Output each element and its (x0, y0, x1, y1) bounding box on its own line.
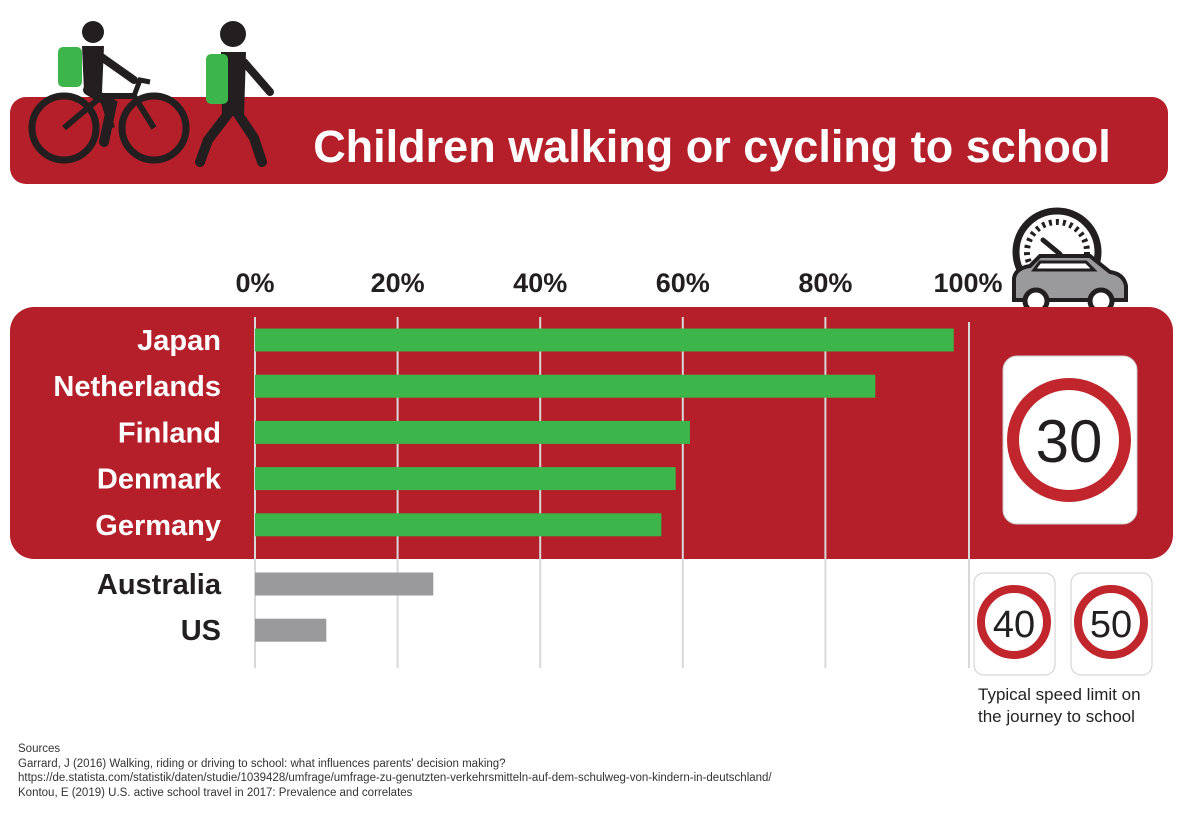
car-icon (1012, 254, 1128, 315)
bar (255, 328, 954, 352)
label-layer: Japan Netherlands Finland Denmark Germany Aus… (53, 325, 221, 647)
chart-title: Children walking or cycling to school (313, 121, 1111, 172)
category-label: US (181, 615, 221, 647)
speed-sign-50-value: 50 (1090, 604, 1132, 646)
speed-caption-line1: Typical speed limit on (978, 685, 1141, 704)
speed-caption-line2: the journey to school (978, 707, 1135, 726)
bar (255, 513, 662, 537)
category-label: Germany (95, 510, 221, 542)
category-label: Denmark (97, 464, 222, 496)
cyclist-icon (28, 21, 190, 164)
sources-block: Sources Garrard, J (2016) Walking, ridin… (18, 742, 772, 800)
category-label: Finland (118, 417, 221, 449)
source-line: Kontou, E (2019) U.S. active school trav… (18, 786, 413, 799)
speed-sign-40: 40 (973, 572, 1056, 676)
tick-layer: 0% 20% 40% 60% 80% 100% (235, 268, 1002, 298)
speed-sign-30-value: 30 (1036, 408, 1103, 475)
category-label: Australia (97, 569, 222, 601)
x-tick-label: 20% (371, 268, 425, 298)
title-banner (10, 97, 1168, 184)
category-label: Netherlands (53, 371, 221, 403)
category-label: Japan (137, 325, 221, 357)
bar (255, 420, 690, 444)
x-tick-label: 40% (513, 268, 567, 298)
x-tick-label: 100% (933, 268, 1002, 298)
speed-sign-30: 30 (1002, 355, 1138, 525)
bar-layer (255, 328, 954, 642)
sources-heading: Sources (18, 743, 61, 755)
speed-limit-caption: Typical speed limit on the journey to sc… (978, 684, 1178, 728)
source-line: https://de.statista.com/statistik/daten/… (18, 772, 772, 784)
x-tick-label: 80% (798, 268, 852, 298)
bar (255, 467, 676, 491)
bar (255, 374, 876, 398)
bar (255, 618, 327, 642)
bar (255, 572, 434, 596)
x-tick-label: 0% (235, 268, 274, 298)
walker-icon (195, 21, 274, 167)
x-tick-label: 60% (656, 268, 710, 298)
speed-sign-40-value: 40 (993, 604, 1035, 646)
source-line: Garrard, J (2016) Walking, riding or dri… (18, 757, 506, 770)
speed-sign-50: 50 (1070, 572, 1153, 676)
